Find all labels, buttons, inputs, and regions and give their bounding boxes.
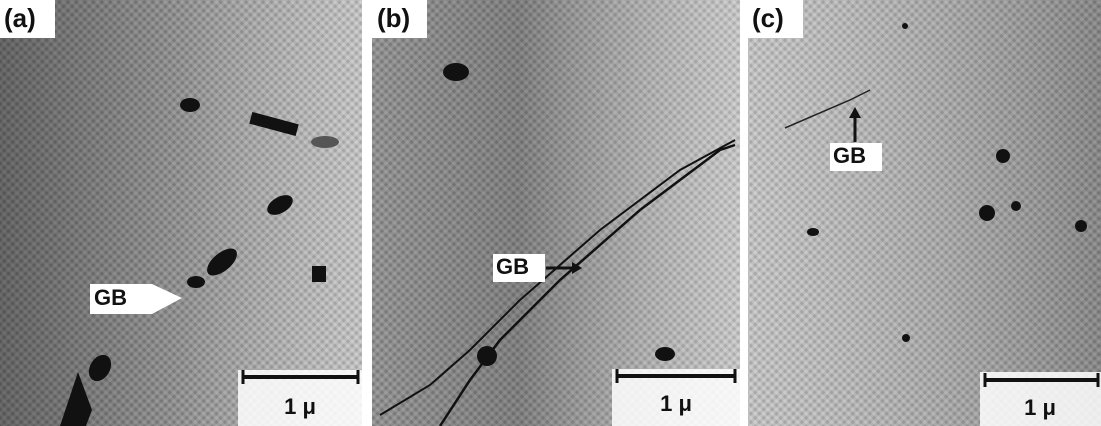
- annotation: GB: [496, 254, 529, 279]
- scale-bar-label: 1 μ: [284, 394, 316, 419]
- shading: [748, 0, 1101, 426]
- panel-label: (a): [4, 3, 36, 33]
- panel-label: (b): [377, 3, 410, 33]
- annotation: GB: [833, 143, 866, 168]
- shading: [0, 0, 362, 426]
- annotation: GB: [94, 285, 127, 310]
- panel-a: (a) GB 1 μ: [0, 0, 362, 426]
- scale-bar-label: 1 μ: [660, 391, 692, 416]
- scale-bar-label: 1 μ: [1024, 395, 1056, 420]
- shading: [372, 0, 740, 426]
- panel-b: (b) GB 1 μ: [372, 0, 740, 426]
- panel-c: (c) GB 1 μ: [748, 0, 1101, 426]
- figure: (a) GB 1 μ (b) GB 1 μ: [0, 0, 1101, 426]
- panel-label: (c): [752, 3, 784, 33]
